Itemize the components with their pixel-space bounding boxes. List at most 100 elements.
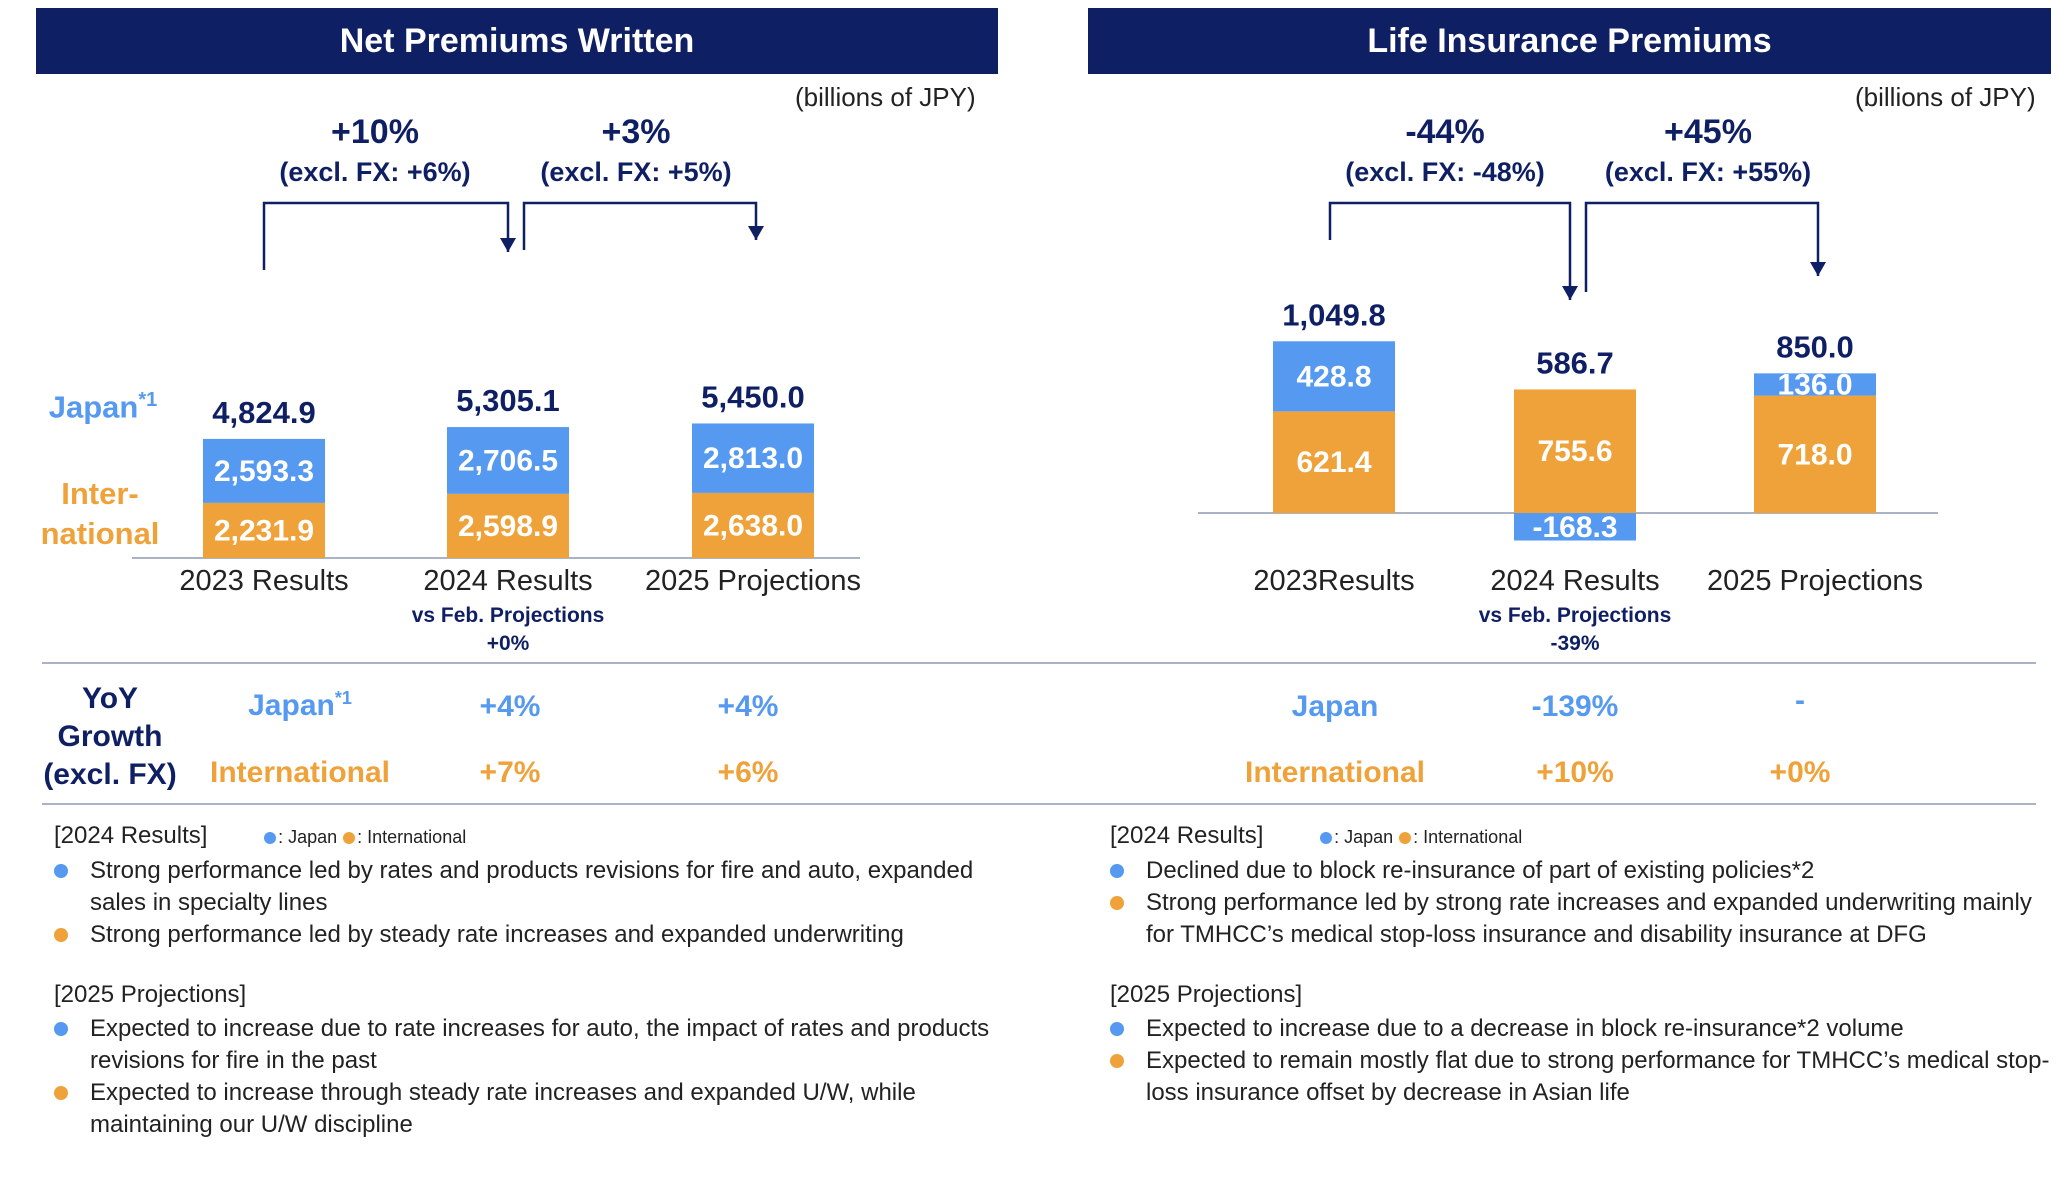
bullet-dot-icon: [1110, 864, 1124, 878]
right-label-international-2: 718.0: [1777, 438, 1852, 471]
yoy-left-japan-label: Japan*1: [248, 688, 352, 722]
right-label-japan-1: -168.3: [1532, 511, 1617, 544]
right-category-1: 2024 Results: [1490, 565, 1659, 597]
chart-net-premiums-written: 2,231.9 2,593.3 4,824.9 2023 Results 2,598.9…: [132, 113, 861, 655]
right-growth-a-sub: (excl. FX: -48%): [1345, 157, 1545, 187]
yoy-left-japan-2024: +4%: [479, 690, 541, 723]
right-notes-header-2025: [2025 Projections]: [1110, 981, 1303, 1008]
divider-bottom: [42, 803, 2036, 805]
yoy-left-intl-2025: +6%: [717, 756, 779, 789]
left-connector-a: [262, 201, 510, 270]
right-connector-a: [1328, 201, 1572, 300]
left-growth-a-sub: (excl. FX: +6%): [279, 157, 470, 187]
right-label-international-0: 621.4: [1296, 446, 1371, 479]
right-label-international-1: 755.6: [1537, 435, 1612, 468]
left-label-japan-2: 2,813.0: [703, 442, 803, 475]
right-note-2025-intl: Expected to remain mostly flat due to st…: [1110, 1045, 2050, 1109]
right-panel-title: Life Insurance Premiums: [1088, 8, 2051, 74]
yoy-right-japan-2024: -139%: [1531, 690, 1619, 723]
right-notes: [2024 Results] : Japan: International De…: [1110, 820, 2050, 1109]
left-vs-feb-value: +0%: [487, 632, 530, 655]
legend-dot-international: [1399, 832, 1412, 845]
bullet-dot-icon: [54, 928, 68, 942]
legend-japan: Japan*1: [48, 389, 158, 425]
left-bar-international-0: [203, 502, 325, 558]
left-bar-japan-1: [447, 427, 569, 494]
right-note-2024-intl: Strong performance led by strong rate in…: [1110, 887, 2050, 951]
right-label-japan-0: 428.8: [1296, 360, 1371, 393]
left-arrowhead-b-icon: [748, 226, 764, 240]
right-growth-a: -44%: [1405, 113, 1484, 151]
left-vs-feb-label: vs Feb. Projections: [412, 604, 605, 627]
left-panel-title: Net Premiums Written: [36, 8, 998, 74]
bullet-dot-icon: [1110, 1054, 1124, 1068]
divider-top: [42, 662, 2036, 664]
left-note-2025-japan: Expected to increase due to rate increas…: [54, 1013, 1014, 1077]
left-category-2: 2025 Projections: [645, 565, 861, 597]
right-total-1: 586.7: [1536, 345, 1614, 380]
right-bar-japan-2: [1754, 373, 1876, 396]
yoy-left-intl-2024: +7%: [479, 756, 541, 789]
left-arrowhead-a-icon: [500, 238, 516, 252]
bullet-dot-icon: [1110, 1022, 1124, 1036]
left-notes-header-2024: [2024 Results] : Japan: International: [54, 822, 467, 849]
left-growth-b: +3%: [602, 113, 671, 151]
left-bar-japan-0: [203, 438, 325, 503]
right-units-label: (billions of JPY): [1855, 82, 2036, 112]
bullet-dot-icon: [1110, 896, 1124, 910]
left-label-international-0: 2,231.9: [214, 514, 314, 547]
yoy-left-japan-2025: +4%: [717, 690, 779, 723]
right-bar-international-1: [1514, 389, 1636, 513]
right-growth-b-sub: (excl. FX: +55%): [1605, 157, 1811, 187]
left-category-0: 2023 Results: [179, 565, 348, 597]
left-bar-international-2: [692, 492, 814, 558]
right-total-0: 1,049.8: [1282, 297, 1385, 332]
right-category-0: 2023Results: [1253, 565, 1414, 597]
yoy-growth-title: YoY Growth (excl. FX): [43, 682, 177, 791]
left-growth-a: +10%: [331, 113, 419, 151]
chart-life-insurance-premiums: 621.4 428.8 1,049.8 2023Results 755.6 -168.3 5…: [1198, 113, 1938, 655]
yoy-right-japan-2025: -: [1795, 684, 1805, 717]
right-arrowhead-b-icon: [1810, 262, 1826, 276]
yoy-right-japan-label: Japan: [1291, 690, 1379, 723]
left-bar-japan-2: [692, 423, 814, 493]
left-growth-b-sub: (excl. FX: +5%): [540, 157, 731, 187]
bullet-dot-icon: [54, 1086, 68, 1100]
right-bar-japan-0: [1273, 341, 1395, 412]
yoy-right-intl-2025: +0%: [1769, 756, 1831, 789]
legend-international: Inter- national: [40, 476, 160, 551]
right-label-japan-2: 136.0: [1777, 368, 1852, 401]
right-bar-international-2: [1754, 395, 1876, 513]
left-label-international-1: 2,598.9: [458, 510, 558, 543]
right-arrowhead-a-icon: [1562, 286, 1578, 300]
bullet-dot-icon: [54, 864, 68, 878]
left-note-2024-japan: Strong performance led by rates and prod…: [54, 855, 1014, 919]
left-connector-b: [522, 201, 758, 250]
yoy-right-intl-2024: +10%: [1536, 756, 1614, 789]
left-notes: [2024 Results] : Japan: International St…: [54, 820, 1014, 1141]
legend-dot-japan: [264, 832, 277, 845]
right-vs-feb-value: -39%: [1550, 632, 1599, 655]
left-note-2025-intl: Expected to increase through steady rate…: [54, 1077, 1014, 1141]
left-label-international-2: 2,638.0: [703, 509, 803, 542]
left-label-japan-0: 2,593.3: [214, 455, 314, 488]
right-total-2: 850.0: [1776, 329, 1854, 364]
right-note-2025-japan: Expected to increase due to a decrease i…: [1110, 1013, 2050, 1045]
right-bar-international-0: [1273, 411, 1395, 513]
left-note-2024-intl: Strong performance led by steady rate in…: [54, 919, 1014, 951]
legend-dot-japan: [1320, 832, 1333, 845]
left-total-2: 5,450.0: [701, 379, 804, 414]
right-bar-japan-1: [1514, 513, 1636, 541]
left-total-1: 5,305.1: [456, 383, 559, 418]
left-total-0: 4,824.9: [212, 395, 315, 430]
left-notes-header-2025: [2025 Projections]: [54, 981, 247, 1008]
right-vs-feb-label: vs Feb. Projections: [1479, 604, 1672, 627]
legend-dot-international: [343, 832, 356, 845]
bullet-dot-icon: [54, 1022, 68, 1036]
left-category-1: 2024 Results: [423, 565, 592, 597]
left-units-label: (billions of JPY): [795, 82, 976, 112]
yoy-right-intl-label: International: [1244, 756, 1425, 789]
right-category-2: 2025 Projections: [1707, 565, 1923, 597]
right-notes-header-2024: [2024 Results] : Japan: International: [1110, 822, 1523, 849]
